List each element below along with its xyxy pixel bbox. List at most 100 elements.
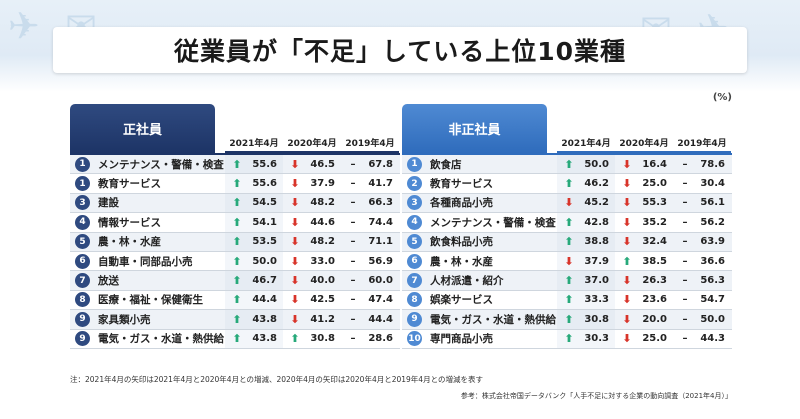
- table-row: 10 専門商品小売 ⬆ 30.3 ⬇ 25.0 –44.3: [402, 329, 732, 349]
- value-cell-2019: –71.1: [341, 233, 399, 251]
- rank-badge: 9: [75, 331, 90, 347]
- arrow-down-icon: ⬇: [290, 274, 300, 288]
- value-cell-2019: –56.3: [673, 271, 731, 289]
- rank-badge: 8: [407, 292, 422, 308]
- value-cell-2020: ⬇ 40.0: [283, 271, 341, 289]
- rank-badge: 6: [75, 253, 90, 269]
- value-cell-2021: ⬆ 38.8: [557, 232, 615, 251]
- percentage-value: 33.3: [584, 294, 609, 306]
- rank-badge: 1: [407, 156, 422, 172]
- percentage-value: 50.0: [252, 255, 277, 267]
- percentage-value: 50.0: [584, 158, 609, 170]
- percentage-value: 46.2: [584, 178, 609, 190]
- value-cell-2021: ⬆ 53.5: [225, 232, 283, 251]
- value-cell-2019: –44.3: [673, 330, 731, 348]
- arrow-down-icon: ⬇: [290, 254, 300, 268]
- value-cell-2020: ⬇ 55.3: [615, 194, 673, 212]
- title-box: 従業員が「不足」している上位10業種: [53, 27, 747, 73]
- percentage-value: 25.0: [642, 333, 667, 345]
- percentage-value: 43.8: [252, 313, 277, 325]
- industry-name: 電気・ガス・水道・熱供給: [98, 333, 224, 346]
- arrow-up-icon: ⬆: [290, 332, 300, 346]
- industry-name: 医療・福祉・保健衛生: [98, 294, 203, 307]
- table-row: 5 農・林・水産 ⬆ 53.5 ⬇ 48.2 –71.1: [70, 232, 400, 252]
- arrow-down-icon: ⬇: [290, 293, 300, 307]
- table-row: 9 家具類小売 ⬆ 43.8 ⬇ 41.2 –44.4: [70, 310, 400, 330]
- value-cell-2021: ⬆ 55.6: [225, 174, 283, 193]
- percentage-value: 55.3: [642, 197, 667, 209]
- dash-icon: –: [350, 255, 356, 267]
- rank-badge: 3: [75, 195, 90, 211]
- dash-icon: –: [682, 255, 688, 267]
- table-group-header: 非正社員: [402, 104, 547, 153]
- percentage-value: 23.6: [642, 294, 667, 306]
- value-cell-2021: ⬆ 43.8: [225, 310, 283, 329]
- percentage-value: 30.4: [700, 178, 725, 190]
- value-cell-2019: –54.7: [673, 291, 731, 309]
- industry-name: 飲食店: [430, 158, 462, 171]
- arrow-up-icon: ⬆: [564, 235, 574, 249]
- dash-icon: –: [350, 236, 356, 248]
- rank-badge: 2: [407, 176, 422, 192]
- industry-name: 農・林・水産: [98, 236, 161, 249]
- arrow-up-icon: ⬆: [232, 293, 242, 307]
- industry-name: 放送: [98, 275, 119, 288]
- percentage-value: 53.5: [252, 236, 277, 248]
- industry-name: 娯楽サービス: [430, 294, 493, 307]
- value-cell-2021: ⬆ 43.8: [225, 329, 283, 348]
- industry-name: 建設: [98, 197, 119, 210]
- percentage-value: 48.2: [310, 236, 335, 248]
- table-rows: 1 飲食店 ⬆ 50.0 ⬇ 16.4–78.6 2 教育サービス ⬆ 46.2 ⬇ 25.0–30.…: [402, 153, 732, 349]
- percentage-value: 47.4: [368, 294, 393, 306]
- table-row: 8 医療・福祉・保健衛生 ⬆ 44.4 ⬇ 42.5 –47.4: [70, 290, 400, 311]
- value-cell-2021: ⬆ 55.6: [225, 155, 283, 174]
- value-cell-2021: ⬇ 37.9: [557, 251, 615, 271]
- value-cell-2019: –44.4: [341, 310, 399, 328]
- percentage-value: 30.8: [584, 313, 609, 325]
- industry-name: 家具類小売: [98, 313, 151, 326]
- value-cell-2019: –60.0: [341, 271, 399, 289]
- percentage-value: 50.0: [700, 313, 725, 325]
- arrow-down-icon: ⬇: [622, 293, 632, 307]
- regular-employee-table: 正社員 2021年4月 2020年4月 2019年4月 1 メンテナンス・警備・検…: [70, 104, 400, 349]
- arrow-down-icon: ⬇: [564, 196, 574, 210]
- value-cell-2021: ⬆ 54.1: [225, 213, 283, 232]
- dash-icon: –: [682, 178, 688, 190]
- percentage-value: 40.0: [310, 275, 335, 287]
- arrow-up-icon: ⬆: [564, 332, 574, 346]
- value-cell-2021: ⬆ 44.4: [225, 290, 283, 310]
- value-cell-2020: ⬇ 42.5: [283, 291, 341, 309]
- percentage-value: 55.6: [252, 178, 277, 190]
- arrow-up-icon: ⬆: [232, 332, 242, 346]
- industry-name: 専門商品小売: [430, 333, 493, 346]
- value-cell-2019: –30.4: [673, 174, 731, 192]
- percentage-value: 41.7: [368, 178, 393, 190]
- arrow-up-icon: ⬆: [564, 312, 574, 326]
- percentage-value: 25.0: [642, 178, 667, 190]
- value-cell-2019: –41.7: [341, 174, 399, 192]
- dash-icon: –: [682, 275, 688, 287]
- arrow-up-icon: ⬆: [232, 254, 242, 268]
- dash-icon: –: [350, 216, 356, 228]
- percentage-value: 26.3: [642, 275, 667, 287]
- year-header-2021: 2021年4月: [557, 134, 615, 153]
- dash-icon: –: [682, 158, 688, 170]
- percentage-value: 44.4: [368, 313, 393, 325]
- percentage-value: 43.8: [252, 333, 277, 345]
- table-row: 3 各種商品小売 ⬇ 45.2 ⬇ 55.3 –56.1: [402, 193, 732, 214]
- value-cell-2019: –67.8: [341, 155, 399, 173]
- table-rows: 1 メンテナンス・警備・検査 ⬆ 55.6 ⬇ 46.5–67.8 1 教育サービス ⬆ 55.6…: [70, 153, 400, 349]
- arrow-up-icon: ⬆: [232, 312, 242, 326]
- arrow-down-icon: ⬇: [622, 235, 632, 249]
- value-cell-2021: ⬆ 54.5: [225, 193, 283, 213]
- value-cell-2020: ⬇ 48.2: [283, 233, 341, 251]
- value-cell-2021: ⬆ 46.7: [225, 271, 283, 290]
- value-cell-2020: ⬇ 37.9: [283, 174, 341, 192]
- arrow-up-icon: ⬆: [622, 254, 632, 268]
- arrow-up-icon: ⬆: [564, 215, 574, 229]
- value-cell-2019: –36.6: [673, 252, 731, 270]
- value-cell-2020: ⬆ 30.8: [283, 330, 341, 348]
- industry-name: メンテナンス・警備・検査: [98, 158, 224, 171]
- arrow-down-icon: ⬇: [622, 332, 632, 346]
- dash-icon: –: [682, 294, 688, 306]
